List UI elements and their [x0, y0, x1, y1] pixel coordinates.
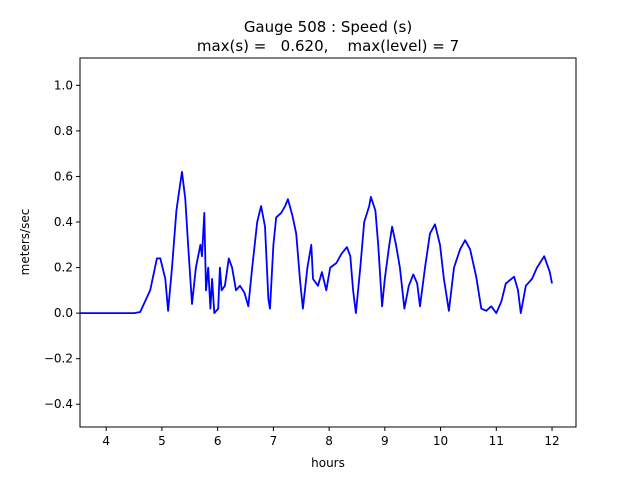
- x-axis: 4 5 6 7 8 9 10 11 12: [102, 427, 560, 448]
- chart-subtitle: max(s) = 0.620, max(level) = 7: [197, 37, 459, 55]
- x-tick-label: 6: [214, 434, 222, 448]
- y-tick-label: 0.4: [54, 215, 73, 229]
- y-tick-label: 0.2: [54, 261, 73, 275]
- series-line-speed: [80, 170, 553, 315]
- y-tick-label: −0.4: [44, 397, 73, 411]
- x-tick-label: 11: [489, 434, 504, 448]
- x-tick-label: 4: [102, 434, 110, 448]
- chart-title: Gauge 508 : Speed (s): [244, 18, 412, 36]
- x-tick-label: 12: [544, 434, 559, 448]
- y-axis-label: meters/sec: [18, 209, 32, 276]
- y-tick-label: −0.2: [44, 352, 73, 366]
- y-tick-label: 1.0: [54, 78, 73, 92]
- y-tick-label: 0.6: [54, 169, 73, 183]
- x-tick-label: 7: [270, 434, 278, 448]
- axes-frame: [79, 57, 577, 428]
- y-tick-label: 0.8: [54, 124, 73, 138]
- x-axis-label: hours: [311, 456, 345, 470]
- x-tick-label: 9: [381, 434, 389, 448]
- x-tick-label: 5: [158, 434, 166, 448]
- plot-area: [80, 170, 553, 315]
- y-tick-label: 0.0: [54, 306, 73, 320]
- y-axis: −0.4 −0.2 0.0 0.2 0.4 0.6 0.8 1.0: [44, 78, 80, 411]
- x-tick-label: 8: [325, 434, 333, 448]
- x-tick-label: 10: [433, 434, 448, 448]
